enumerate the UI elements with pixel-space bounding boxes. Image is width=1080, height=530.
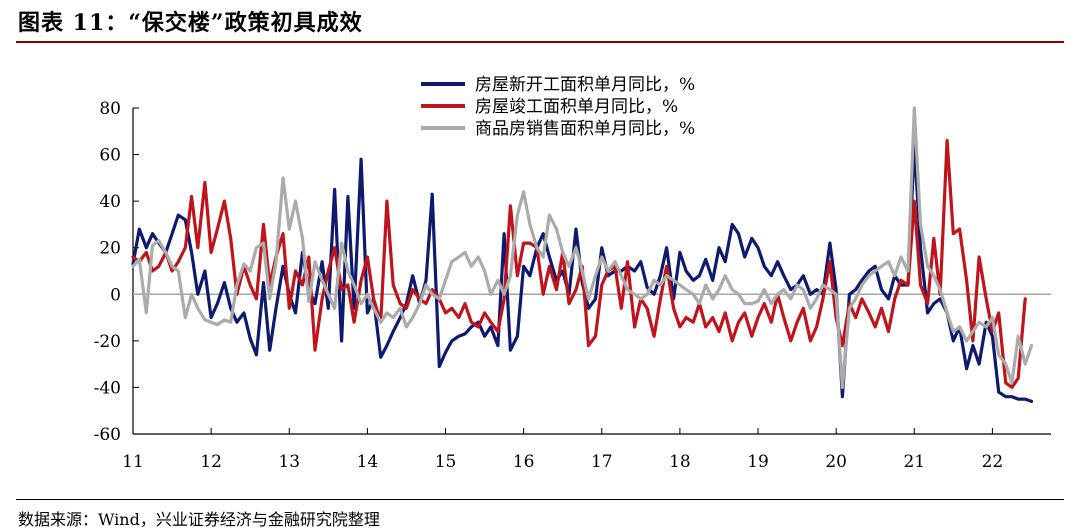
y-tick-label: 80: [99, 99, 121, 119]
series-line-3: [131, 106, 1034, 389]
title-bar: 图表 11：“保交楼”政策初具成效: [18, 4, 363, 38]
y-tick-label: -20: [94, 332, 121, 352]
x-tick-label: 13: [278, 452, 300, 472]
x-tick-label: 20: [825, 452, 847, 472]
x-tick-label: 16: [513, 452, 535, 472]
legend-label-3: 商品房销售面积单月同比，%: [475, 119, 695, 139]
x-tick-label: 14: [357, 452, 379, 472]
x-tick-label: 17: [591, 452, 613, 472]
chart-legend: 房屋新开工面积单月同比，%房屋竣工面积单月同比，%商品房销售面积单月同比，%: [421, 75, 695, 139]
legend-label-2: 房屋竣工面积单月同比，%: [475, 97, 678, 117]
x-tick-label: 12: [200, 452, 222, 472]
y-tick-label: 0: [110, 285, 121, 305]
x-tick-label: 21: [903, 452, 925, 472]
x-tick-label: 11: [122, 452, 144, 472]
y-tick-label: 60: [99, 146, 121, 166]
x-tick-label: 19: [747, 452, 769, 472]
source-rule: [16, 499, 1064, 500]
y-tick-label: -40: [94, 378, 121, 398]
y-tick-label: -60: [94, 425, 121, 445]
y-tick-label: 40: [99, 192, 121, 212]
chart-series: [131, 106, 1034, 403]
x-tick-label: 18: [669, 452, 691, 472]
title-rule: [16, 41, 1064, 43]
y-tick-label: 20: [99, 239, 121, 259]
x-tick-label: 15: [435, 452, 457, 472]
figure-title: 图表 11：“保交楼”政策初具成效: [18, 10, 363, 36]
series-line-2: [131, 139, 1027, 389]
data-source: 数据来源：Wind，兴业证券经济与金融研究院整理: [18, 510, 380, 529]
x-tick-label: 22: [982, 452, 1004, 472]
legend-label-1: 房屋新开工面积单月同比，%: [475, 75, 695, 95]
